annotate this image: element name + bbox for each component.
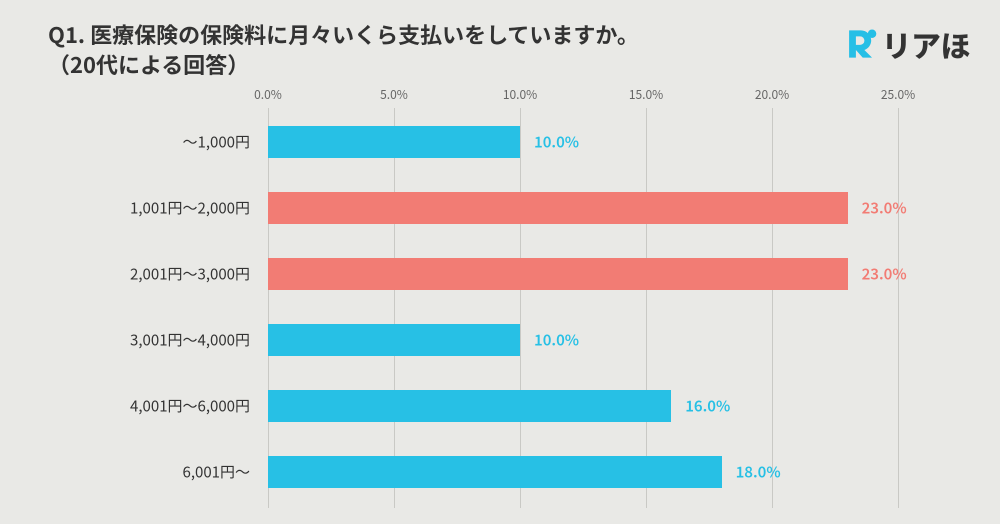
chart-bar-row: 3,001円～4,000円10.0% [268, 324, 898, 356]
chart-bar-value: 10.0% [534, 330, 579, 351]
chart-x-tick-label: 5.0% [380, 86, 408, 103]
chart-bar-row: 1,001円～2,000円23.0% [268, 192, 898, 224]
chart-bar-row: 2,001円～3,000円23.0% [268, 258, 898, 290]
chart-title-line2: （20代による回答） [48, 50, 639, 80]
chart-bar [268, 456, 722, 488]
chart-bar [268, 324, 520, 356]
chart-bar-value: 23.0% [862, 264, 907, 285]
chart-gridline [772, 108, 773, 508]
chart-gridline [268, 108, 269, 508]
chart-title-line1: Q1. 医療保険の保険料に月々いくら支払いをしていますか。 [48, 20, 639, 50]
chart-bar [268, 126, 520, 158]
chart-bar [268, 192, 848, 224]
chart-category-label: 2,001円～3,000円 [130, 264, 268, 285]
chart-bar-row: 6,001円～18.0% [268, 456, 898, 488]
brand-logo-text: リアほ [882, 22, 971, 66]
logo-r-icon [849, 30, 876, 58]
brand-logo: リアほ [844, 22, 971, 66]
chart-category-label: 1,001円～2,000円 [130, 198, 268, 219]
chart-category-label: ～1,000円 [183, 132, 268, 153]
chart-bar-row: 4,001円～6,000円16.0% [268, 390, 898, 422]
chart-gridline [520, 108, 521, 508]
chart-gridline [898, 108, 899, 508]
chart-bar [268, 258, 848, 290]
chart-category-label: 6,001円～ [183, 462, 268, 483]
chart-x-tick-label: 20.0% [755, 86, 789, 103]
chart-x-tick-label: 15.0% [629, 86, 663, 103]
chart-x-tick-label: 10.0% [503, 86, 537, 103]
chart-bar-value: 18.0% [736, 462, 781, 483]
chart-bar-value: 10.0% [534, 132, 579, 153]
chart-bar-row: ～1,000円10.0% [268, 126, 898, 158]
chart-gridline [646, 108, 647, 508]
chart-category-label: 4,001円～6,000円 [130, 396, 268, 417]
chart-title: Q1. 医療保険の保険料に月々いくら支払いをしていますか。 （20代による回答） [48, 20, 639, 79]
chart-bar-value: 23.0% [862, 198, 907, 219]
chart-bar [268, 390, 671, 422]
chart-x-tick-label: 0.0% [254, 86, 282, 103]
chart-canvas: Q1. 医療保険の保険料に月々いくら支払いをしていますか。 （20代による回答）… [0, 0, 1000, 524]
chart-gridline [394, 108, 395, 508]
chart-x-tick-label: 25.0% [881, 86, 915, 103]
chart-category-label: 3,001円～4,000円 [130, 330, 268, 351]
chart-plot-area: 0.0%5.0%10.0%15.0%20.0%25.0%～1,000円10.0%… [268, 108, 898, 508]
brand-logo-icon [844, 27, 878, 61]
chart-bar-value: 16.0% [685, 396, 730, 417]
